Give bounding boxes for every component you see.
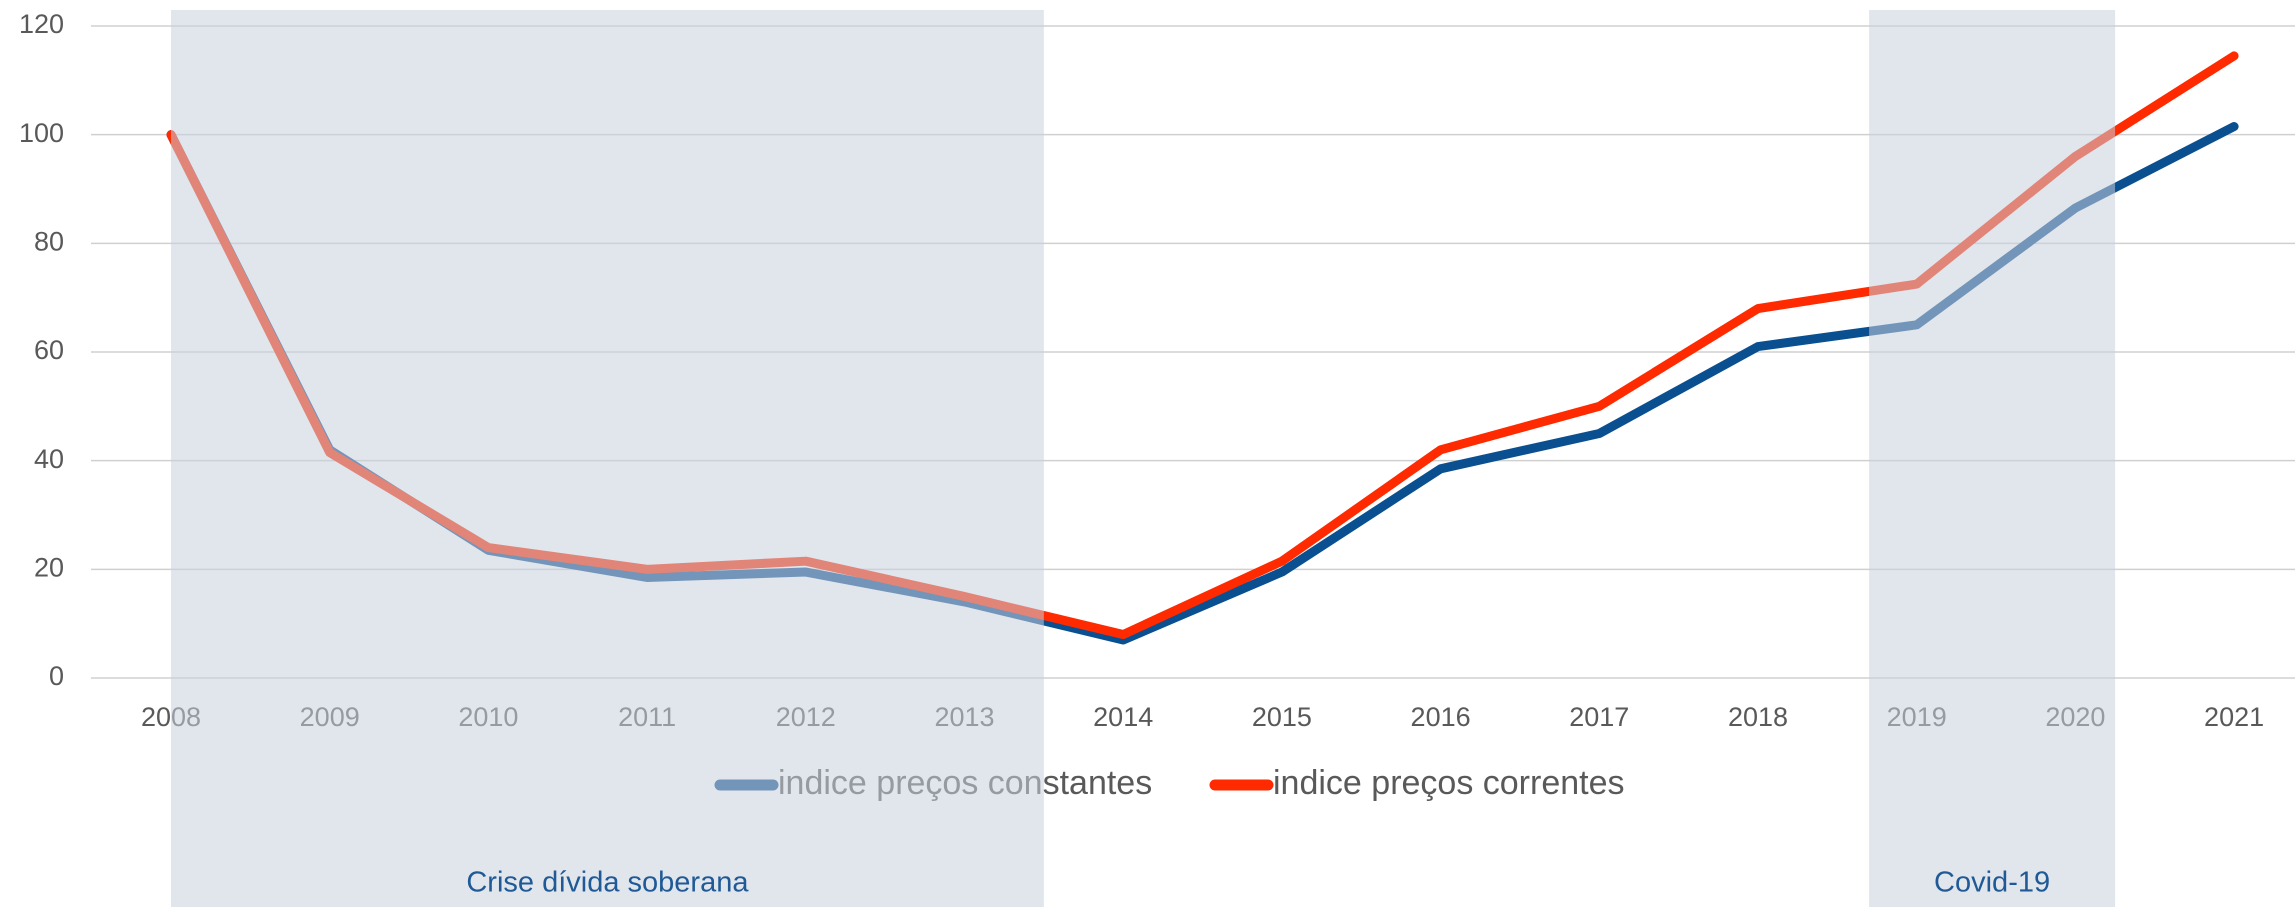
y-tick-label: 100 (19, 118, 64, 148)
y-tick-label: 60 (34, 335, 64, 365)
y-tick-label: 0 (49, 661, 64, 691)
y-tick-label: 80 (34, 226, 64, 256)
region-label: Crise dívida soberana (466, 867, 749, 899)
shaded-region (1869, 10, 2116, 907)
y-tick-label: 20 (34, 552, 64, 582)
x-tick-label: 2016 (1411, 702, 1471, 732)
shaded-region (171, 10, 1044, 907)
region-label: Covid-19 (1934, 867, 2050, 899)
y-tick-label: 120 (19, 9, 64, 39)
x-tick-label: 2017 (1569, 702, 1629, 732)
x-tick-label: 2014 (1093, 702, 1153, 732)
x-tick-label: 2015 (1252, 702, 1312, 732)
legend-label: indice preços correntes (1273, 764, 1625, 802)
y-tick-label: 40 (34, 444, 64, 474)
x-tick-label: 2021 (2204, 702, 2264, 732)
x-tick-label: 2018 (1728, 702, 1788, 732)
